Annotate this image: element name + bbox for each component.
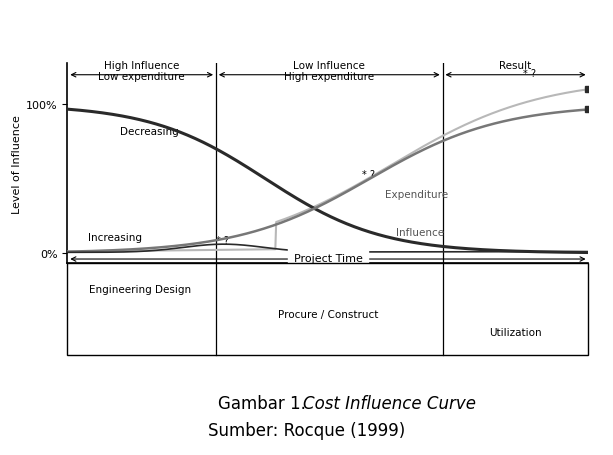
Text: * ?: * ? [216, 236, 229, 246]
Text: Procure / Construct: Procure / Construct [278, 309, 378, 319]
Text: Engineering Design: Engineering Design [89, 284, 191, 294]
Text: Cost Influence Curve: Cost Influence Curve [303, 394, 476, 412]
Text: Sumber: Rocque (1999): Sumber: Rocque (1999) [208, 421, 405, 439]
Text: Decreasing: Decreasing [120, 127, 178, 137]
Text: Gambar 1.: Gambar 1. [218, 394, 311, 412]
Y-axis label: Level of Influence: Level of Influence [12, 115, 22, 213]
Text: Result: Result [500, 61, 531, 71]
Text: Project Time: Project Time [294, 254, 362, 264]
Text: Utilization: Utilization [489, 327, 542, 337]
Text: * ?: * ? [524, 69, 536, 79]
Text: Influence: Influence [396, 228, 444, 238]
Text: Low Influence: Low Influence [293, 61, 365, 71]
Text: Low expenditure: Low expenditure [98, 72, 185, 82]
Text: * ?: * ? [362, 169, 375, 179]
Text: High expenditure: High expenditure [284, 72, 375, 82]
Text: Increasing: Increasing [88, 232, 142, 242]
Text: High Influence: High Influence [104, 61, 180, 71]
Text: Expenditure: Expenditure [385, 189, 448, 199]
